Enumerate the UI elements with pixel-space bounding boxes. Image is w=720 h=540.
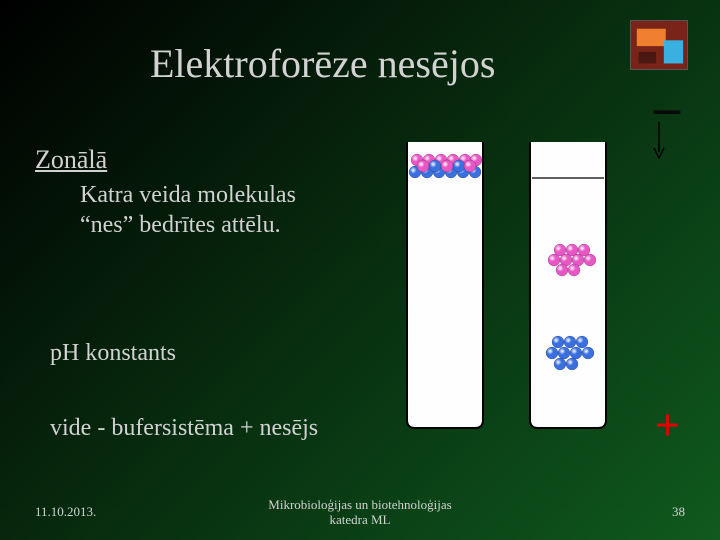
anode-plus-label: + — [655, 400, 680, 451]
body-line-2: “nes” bedrītes attēlu. — [80, 212, 281, 238]
subheading: Zonālā — [35, 145, 107, 175]
slide-title: Elektroforēze nesējos — [150, 40, 495, 87]
migration-arrow-icon — [652, 120, 666, 160]
cathode-minus-label: _ — [654, 78, 680, 104]
body-text-1: Katra veida molekulas “nes” bedrītes att… — [80, 180, 296, 240]
body-text-ph: pH konstants — [50, 340, 176, 367]
footer-date: 11.10.2013. — [35, 504, 96, 520]
footer-page-number: 38 — [672, 504, 685, 520]
body-line-1: Katra veida molekulas — [80, 182, 296, 208]
gel-tube-right — [528, 140, 608, 430]
gel-tube-left — [405, 140, 485, 430]
body-text-medium: vide - bufersistēma + nesējs — [50, 415, 318, 442]
slide: Elektroforēze nesējos Zonālā Katra veida… — [0, 0, 720, 540]
footer-center: Mikrobioloģijas un biotehnoloģijaskatedr… — [268, 497, 451, 528]
